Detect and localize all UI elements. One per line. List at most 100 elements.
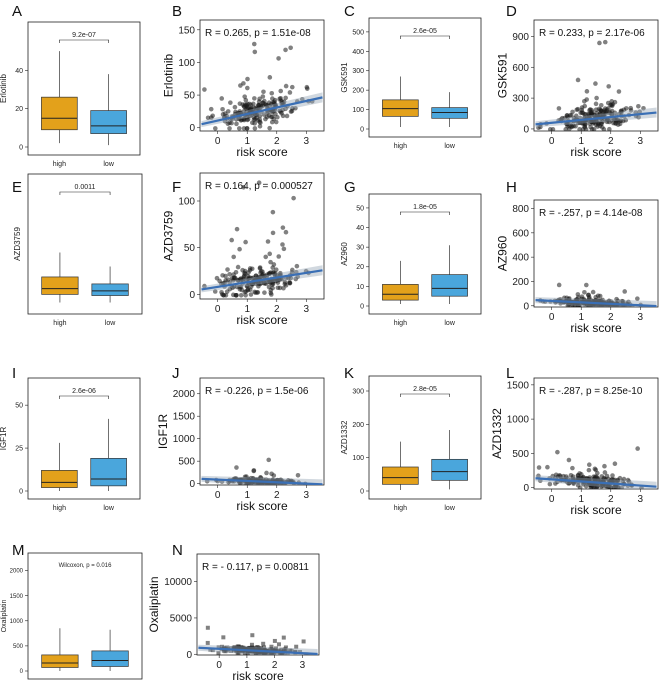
data-point <box>282 652 287 655</box>
regression-line <box>535 477 657 488</box>
data-point <box>284 113 290 119</box>
data-point <box>575 77 581 83</box>
box-iqr <box>431 274 468 297</box>
data-point <box>261 89 266 95</box>
data-point <box>248 292 254 297</box>
y-tick-label: 40 <box>356 225 364 232</box>
plot-frame <box>533 19 659 132</box>
y-axis-label: GSK591 <box>496 52 510 98</box>
data-point <box>202 87 207 92</box>
data-point <box>606 84 611 89</box>
data-point <box>240 267 245 273</box>
y-tick-label: 0 <box>189 123 195 134</box>
x-tick-label: 1 <box>578 312 584 323</box>
data-point <box>626 479 632 484</box>
data-point <box>252 126 258 131</box>
data-point <box>237 116 243 122</box>
y-tick-label: 500 <box>13 644 24 650</box>
data-point <box>238 276 244 281</box>
box-iqr <box>41 276 79 295</box>
data-point <box>275 285 281 291</box>
data-point <box>568 472 574 478</box>
data-point <box>266 271 272 277</box>
data-point <box>597 40 602 46</box>
data-point <box>287 90 293 95</box>
panel-letter: L <box>506 365 514 382</box>
data-point <box>264 470 269 476</box>
x-tick-label: 0 <box>549 136 555 147</box>
data-point <box>580 482 586 487</box>
data-point <box>243 97 249 103</box>
data-point <box>241 126 247 131</box>
y-tick-label: 100 <box>178 197 195 208</box>
data-point <box>245 651 250 655</box>
x-tick-label: 0 <box>549 494 555 505</box>
box-iqr <box>431 458 468 481</box>
box-high <box>382 76 419 128</box>
data-point <box>229 646 234 651</box>
data-point <box>251 468 257 474</box>
y-tick-label: 0 <box>360 126 364 133</box>
data-point <box>592 476 598 481</box>
data-point <box>233 292 239 298</box>
data-point <box>590 289 596 295</box>
data-point <box>262 290 267 295</box>
scatter-points <box>535 39 657 131</box>
data-point <box>238 292 244 298</box>
y-tick-label: 300 <box>352 388 364 395</box>
data-point <box>570 465 575 471</box>
y-tick-label: 10 <box>356 284 364 291</box>
x-axis-label: risk score <box>236 145 288 159</box>
correlation-annotation: R = 0.265, p = 1.51e-08 <box>205 28 311 39</box>
data-point <box>251 646 256 651</box>
data-point <box>281 285 286 291</box>
box-iqr <box>382 466 419 485</box>
data-point <box>556 106 562 111</box>
data-point <box>266 284 272 290</box>
data-point <box>264 102 270 108</box>
y-tick-label: 0 <box>19 488 23 495</box>
data-point <box>622 289 628 294</box>
regression-line <box>201 269 323 291</box>
data-point <box>301 639 306 644</box>
y-tick-label: 0 <box>360 488 364 495</box>
data-point <box>213 126 218 131</box>
data-point <box>233 111 238 117</box>
data-point <box>219 281 224 287</box>
data-point <box>257 96 262 102</box>
significance-bracket <box>400 393 450 397</box>
y-axis-label: Oxaliplatin <box>1 600 8 633</box>
data-point <box>536 125 541 131</box>
scatter-panel-L: L R = -.287, p = 8.25e-10 0 1 2 3 0 500 1000 1500… <box>490 365 659 517</box>
data-point <box>278 477 284 483</box>
data-point <box>244 474 249 479</box>
data-point <box>221 635 226 640</box>
data-point <box>606 483 611 489</box>
y-tick-label: 300 <box>512 94 529 105</box>
data-point <box>289 648 294 653</box>
data-point <box>219 292 225 297</box>
data-point <box>593 81 598 86</box>
data-point <box>282 279 288 285</box>
data-point <box>288 45 293 51</box>
y-tick-label: 600 <box>512 228 529 239</box>
data-point <box>268 290 274 296</box>
box-low <box>431 430 468 490</box>
y-tick-label: 100 <box>352 107 364 114</box>
data-point <box>256 102 262 108</box>
data-point <box>582 98 587 104</box>
data-point <box>273 119 279 125</box>
data-point <box>589 111 594 117</box>
y-tick-label: 1000 <box>10 619 24 625</box>
x-tick-label: high <box>394 143 407 150</box>
data-point <box>278 88 284 94</box>
data-point <box>267 75 273 80</box>
panel-letter: I <box>12 365 16 382</box>
x-tick-label: 3 <box>638 136 644 147</box>
y-tick-label: 0 <box>360 303 364 310</box>
data-point <box>281 246 287 252</box>
data-point <box>268 114 274 120</box>
p-value-label: 2.8e-05 <box>413 386 437 393</box>
data-point <box>593 294 599 300</box>
